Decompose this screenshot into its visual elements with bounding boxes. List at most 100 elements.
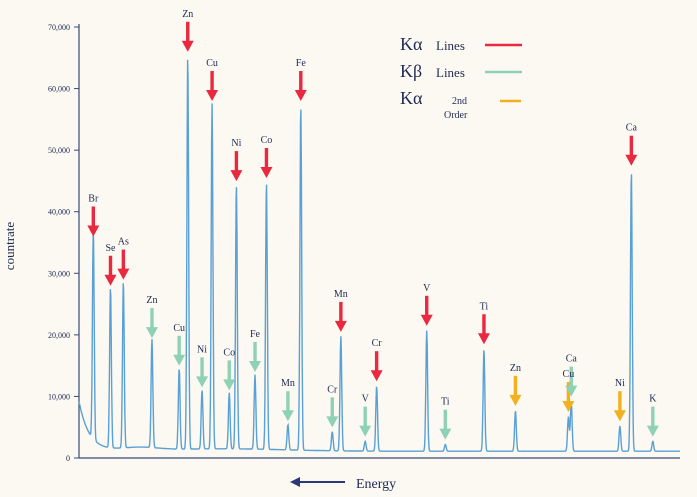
peak-arrow [206,71,219,102]
peak-arrow-head [196,376,209,388]
peak-arrow-head [326,416,339,428]
peak-arrow [477,314,490,345]
y-tick-label: 0 [66,454,70,463]
peak-label: Zn [146,295,157,306]
legend-item: Kβ Lines [400,61,522,81]
peak-arrow-head [359,425,372,437]
peak-arrow [625,135,638,166]
legend-symbol: Kβ [400,61,422,81]
y-tick-label: 60,000 [48,85,70,94]
peak-arrow-head [104,274,117,286]
peak-arrow-head [565,385,578,397]
peak-arrow-head [420,314,433,326]
peak-arrow-head [370,370,383,382]
peak-arrow-head [625,154,638,166]
peak-arrow-head [439,428,452,440]
peak-label: Cu [563,369,575,380]
peak-label: Mn [334,289,348,300]
legend-symbol: Kα [400,88,423,108]
peak-label: Se [105,243,116,254]
peak-label: Fe [250,329,261,340]
peak-arrow-head [562,400,575,412]
peak-label: Ni [615,378,625,389]
peak-arrow [326,397,339,428]
legend-item: Kα 2nd Order [400,88,521,121]
peak-arrow-head [509,394,522,406]
peak-arrow-head [230,170,243,182]
energy-arrow-head [290,477,300,487]
peak-label: K [649,394,657,405]
peak-label: Br [88,194,99,205]
y-tick-label: 50,000 [48,146,70,155]
peak-label: Ca [566,354,578,365]
peak-arrow [509,375,522,406]
peak-label: Co [261,135,273,146]
peak-arrow [359,406,372,437]
legend-label: Lines [436,38,465,53]
peak-arrow [230,151,243,182]
peak-arrow [565,366,578,397]
peak-arrow-head [223,379,236,391]
peak-arrow-head [260,167,273,179]
peak-label: Cu [173,323,185,334]
peak-arrow [439,409,452,440]
peak-arrow [117,249,130,280]
peak-arrow [646,406,659,437]
peak-arrow [260,148,273,179]
y-axis-label: countrate [2,222,17,271]
x-axis-label: Energy [356,477,396,492]
peak-label: Mn [281,378,295,389]
peak-label: Zn [510,363,521,374]
peak-label: As [118,237,129,248]
peak-arrow-head [87,225,100,237]
peak-arrow [249,341,262,372]
peak-arrow-head [249,360,262,372]
y-tick-label: 20,000 [48,331,70,340]
peak-arrow [562,381,575,412]
peak-label: Co [223,347,235,358]
peak-label: Zn [182,9,193,20]
peak-arrow [370,351,383,382]
peak-arrow-head [117,268,130,280]
peak-arrow-head [181,40,194,52]
peak-label: Cr [327,384,338,395]
peak-arrow [613,391,626,422]
peak-label: Fe [296,58,307,69]
legend-item: Kα Lines [400,34,522,54]
peak-arrow [173,335,186,366]
peak-arrow [145,308,158,339]
peak-label: Ni [231,138,241,149]
y-tick-label: 40,000 [48,208,70,217]
y-tick-label: 10,000 [48,392,70,401]
legend-label: Lines [436,65,465,80]
peak-arrow [420,295,433,326]
energy-axis-title: Energy [290,477,396,492]
peak-arrow [334,301,347,332]
legend: Kα Lines Kβ Lines Kα 2nd Order [400,34,522,121]
y-axis: 0 10,000 20,000 30,000 40,000 50,000 60,000 70,… [48,23,80,463]
peak-label: Ni [197,344,207,355]
peak-arrow [294,71,307,102]
peak-arrow [196,357,209,388]
peak-label: Ti [441,397,450,408]
peak-arrow [281,391,294,422]
peak-arrow [223,360,236,391]
peak-arrow-head [145,327,158,339]
spectrum-trace [78,59,680,452]
y-tick-label: 30,000 [48,269,70,278]
peak-arrow-head [281,410,294,422]
peak-label: Ca [626,123,638,134]
peak-arrow [87,206,100,237]
peak-arrow [104,255,117,286]
peak-arrow-head [294,90,307,102]
peak-arrow-head [613,410,626,422]
legend-label: Order [444,110,468,121]
peak-label: Cu [206,58,218,69]
peak-arrow [181,21,194,52]
peak-label: V [362,394,370,405]
y-tick-label: 70,000 [48,23,70,32]
legend-label: 2nd [452,96,467,107]
peak-arrows [87,21,659,440]
